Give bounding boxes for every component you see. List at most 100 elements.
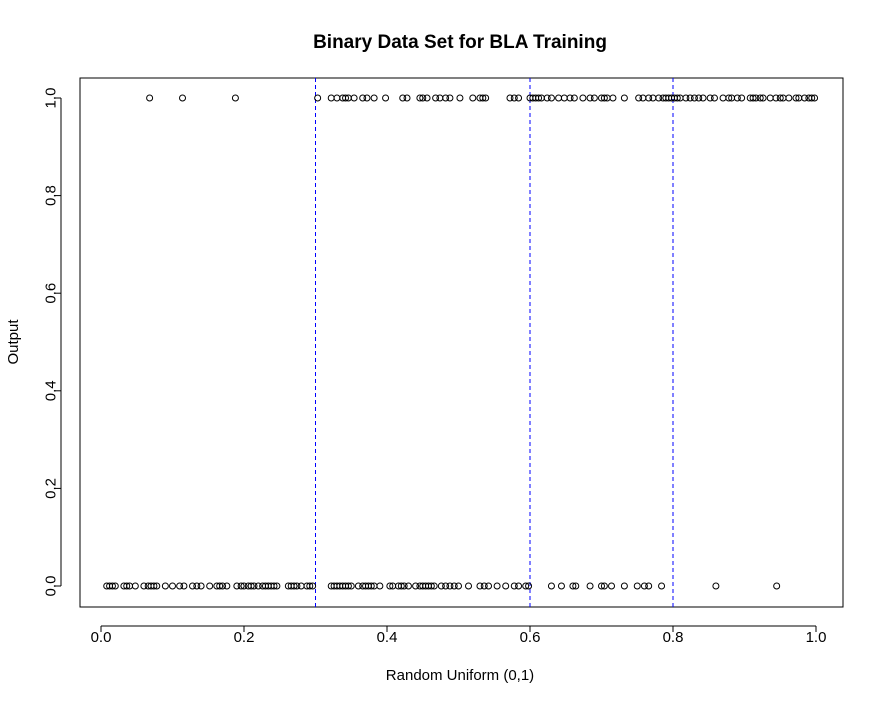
data-point xyxy=(427,582,435,590)
data-point xyxy=(586,94,594,102)
data-point xyxy=(766,94,774,102)
data-point xyxy=(342,94,350,102)
data-point xyxy=(314,94,322,102)
data-point xyxy=(400,582,408,590)
data-point xyxy=(376,582,384,590)
data-point xyxy=(635,94,643,102)
data-point xyxy=(480,582,488,590)
data-point xyxy=(419,94,427,102)
data-point xyxy=(193,582,201,590)
x-axis: 0.0 0.2 0.4 0.6 0.8 1.0 xyxy=(91,625,827,646)
data-point xyxy=(430,582,438,590)
data-point xyxy=(455,582,462,590)
data-point xyxy=(579,94,587,102)
data-point xyxy=(111,582,119,590)
data-point xyxy=(403,94,411,102)
data-point xyxy=(710,94,718,102)
data-point xyxy=(510,94,518,102)
data-point xyxy=(176,582,184,590)
data-point xyxy=(522,582,530,590)
data-point xyxy=(639,94,647,102)
data-point xyxy=(333,94,341,102)
data-point xyxy=(233,582,241,590)
x-tick-label: 1.0 xyxy=(806,629,827,646)
data-point xyxy=(547,582,555,590)
x-axis-label: Random Uniform (0,1) xyxy=(386,667,534,684)
data-point xyxy=(436,94,444,102)
data-point xyxy=(772,94,780,102)
data-point xyxy=(450,582,458,590)
data-point xyxy=(290,582,298,590)
data-point xyxy=(633,582,641,590)
data-point xyxy=(442,94,450,102)
data-point xyxy=(695,94,703,102)
data-point xyxy=(206,582,214,590)
data-point xyxy=(382,94,390,102)
data-point xyxy=(254,582,262,590)
data-point xyxy=(738,94,746,102)
x-tick-label: 0.0 xyxy=(91,629,112,646)
data-point xyxy=(240,582,248,590)
data-point xyxy=(808,94,816,102)
data-point xyxy=(600,582,608,590)
data-point xyxy=(309,582,317,590)
data-point xyxy=(363,94,371,102)
data-point xyxy=(386,582,394,590)
data-point xyxy=(792,94,800,102)
data-point xyxy=(306,582,314,590)
data-point xyxy=(555,94,563,102)
data-point xyxy=(179,94,187,102)
data-point xyxy=(515,94,523,102)
data-point xyxy=(216,582,224,590)
data-point xyxy=(756,94,764,102)
data-point xyxy=(416,94,424,102)
data-point xyxy=(397,582,405,590)
data-point xyxy=(189,582,197,590)
data-point xyxy=(733,94,741,102)
data-point xyxy=(600,94,608,102)
data-point xyxy=(752,94,760,102)
data-point xyxy=(645,94,653,102)
data-point xyxy=(572,582,580,590)
x-tick-label: 0.6 xyxy=(520,629,541,646)
data-point xyxy=(645,582,653,590)
data-point xyxy=(609,94,617,102)
data-point xyxy=(557,582,565,590)
data-point xyxy=(811,94,819,102)
data-point xyxy=(131,582,139,590)
data-point xyxy=(469,94,477,102)
data-point xyxy=(327,94,335,102)
y-axis: 0.0 0.2 0.4 0.6 0.8 1.0 xyxy=(43,88,62,597)
data-point xyxy=(586,582,594,590)
data-point xyxy=(437,582,445,590)
data-point xyxy=(197,582,205,590)
data-point xyxy=(153,582,161,590)
data-point xyxy=(485,582,493,590)
data-point xyxy=(749,94,757,102)
data-point xyxy=(570,94,578,102)
data-point xyxy=(525,582,533,590)
data-point xyxy=(590,94,598,102)
data-point xyxy=(673,94,681,102)
data-point xyxy=(250,582,258,590)
reference-lines xyxy=(315,78,674,607)
chart-title: Binary Data Set for BLA Training xyxy=(313,32,607,53)
y-tick-label: 0.4 xyxy=(43,380,60,401)
data-point xyxy=(146,94,154,102)
data-point xyxy=(180,582,188,590)
data-point xyxy=(446,582,454,590)
data-point xyxy=(535,94,543,102)
y-tick-label: 0.0 xyxy=(43,576,60,597)
data-point xyxy=(399,94,407,102)
data-point xyxy=(161,582,169,590)
data-point xyxy=(344,582,352,590)
data-point xyxy=(412,582,420,590)
data-point xyxy=(465,582,473,590)
data-point xyxy=(432,94,440,102)
data-point xyxy=(456,94,464,102)
data-point xyxy=(150,582,158,590)
data-point xyxy=(759,94,767,102)
plot-frame xyxy=(79,77,844,608)
data-point xyxy=(640,582,648,590)
